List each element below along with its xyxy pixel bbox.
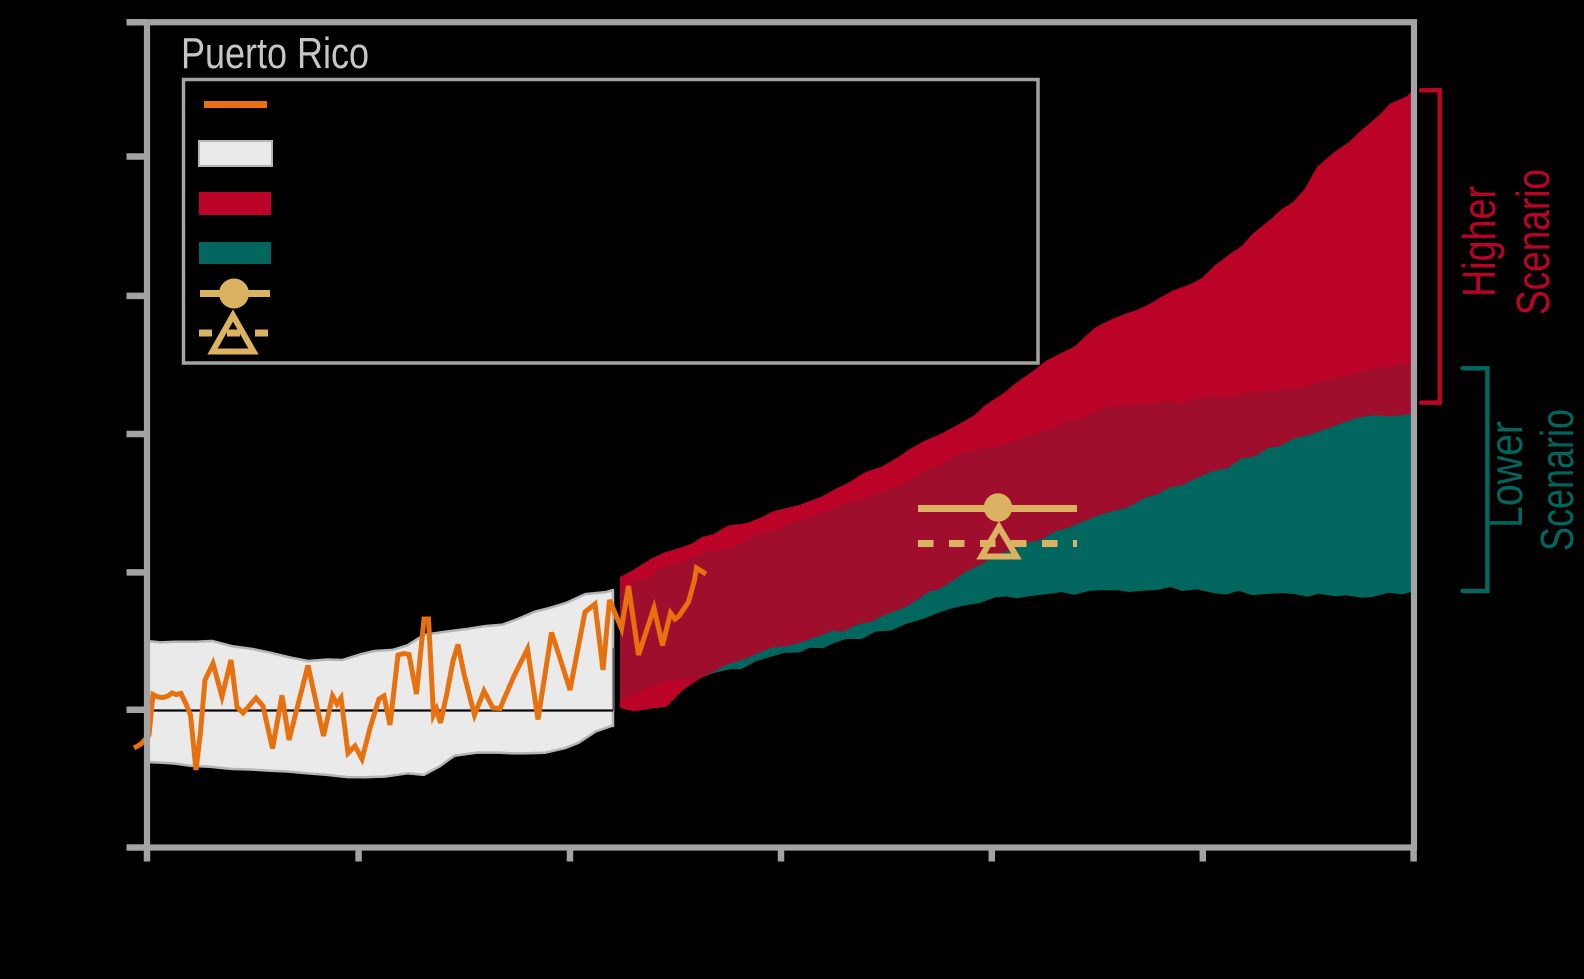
svg-text:Puerto Rico: Puerto Rico: [181, 29, 369, 78]
svg-text:Lower: Lower: [1480, 421, 1532, 528]
svg-text:Higher: Higher: [1453, 186, 1505, 297]
svg-text:Scenario: Scenario: [1507, 169, 1559, 315]
svg-text:Scenario: Scenario: [1531, 409, 1583, 551]
